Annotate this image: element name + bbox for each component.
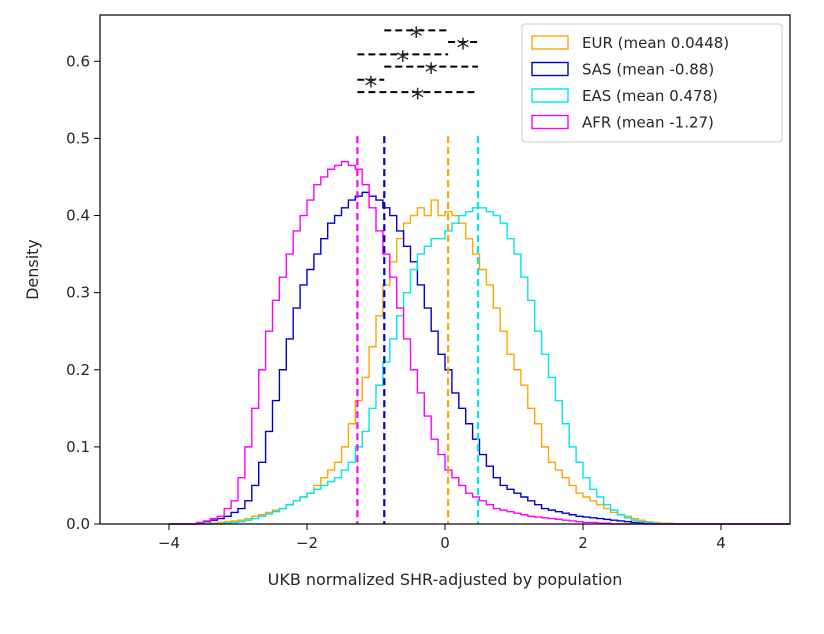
significance-star-0: *	[410, 22, 423, 52]
y-tick-label-6: 0.6	[66, 52, 90, 70]
legend-swatch-2	[531, 88, 569, 103]
x-tick-label-0: −4	[158, 534, 180, 552]
x-axis-label: UKB normalized SHR-adjusted by populatio…	[268, 570, 623, 589]
significance-star-1: *	[457, 34, 470, 64]
x-tick-label-2: 0	[440, 534, 450, 552]
x-tick-label-1: −2	[296, 534, 318, 552]
histogram-series-1	[169, 191, 790, 525]
legend-label-2: EAS (mean 0.478)	[582, 87, 718, 105]
significance-star-4: *	[364, 72, 377, 102]
plot-area: * ** ** *	[169, 22, 790, 525]
y-tick-label-4: 0.4	[66, 207, 90, 225]
significance-star-3: *	[425, 59, 438, 89]
legend-swatch-1	[531, 61, 569, 77]
y-tick-label-1: 0.1	[66, 438, 90, 456]
significance-star-5: *	[411, 84, 424, 114]
y-tick-label-3: 0.3	[66, 284, 90, 302]
legend-label-1: SAS (mean -0.88)	[582, 61, 714, 79]
legend-swatch-3	[531, 114, 569, 130]
significance-star-2: *	[396, 46, 409, 76]
histogram-series-2	[169, 207, 790, 525]
axis-ticks: −4 −2 0 2 4 0.0 0.1 0.2 0.3 0.4 0.5 0.6	[66, 52, 726, 552]
legend-label-3: AFR (mean -1.27)	[582, 114, 714, 132]
legend-box	[521, 23, 783, 143]
legend-swatch-0	[531, 35, 569, 50]
x-tick-label-3: 2	[578, 534, 588, 552]
y-tick-label-2: 0.2	[66, 361, 90, 379]
y-tick-label-0: 0.0	[66, 515, 90, 533]
y-axis-label: Density	[23, 239, 42, 300]
y-tick-label-5: 0.5	[66, 129, 90, 147]
x-tick-label-4: 4	[716, 534, 726, 552]
legend: EUR (mean 0.0448) SAS (mean -0.88) EAS (me…	[521, 23, 783, 143]
legend-label-0: EUR (mean 0.0448)	[582, 34, 729, 52]
